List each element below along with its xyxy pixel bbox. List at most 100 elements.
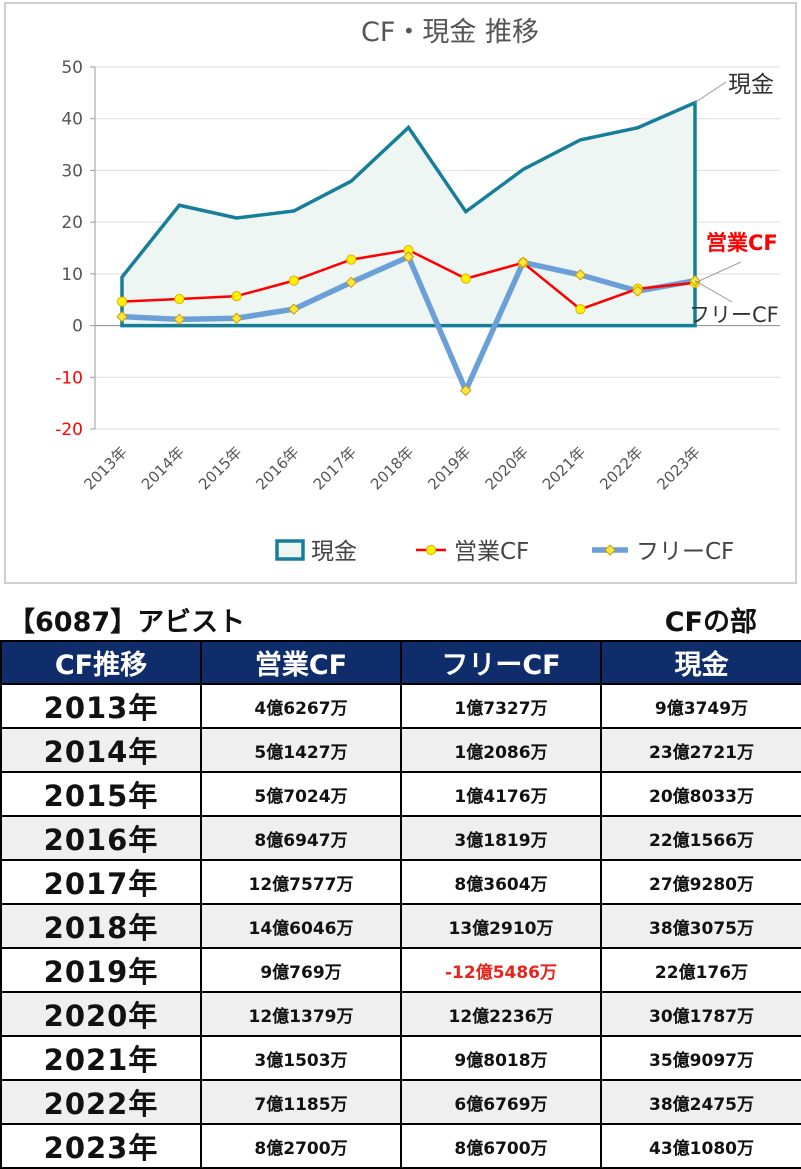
x-tick-label: 2019年 — [424, 443, 474, 493]
x-tick-label: 2021年 — [539, 443, 589, 493]
free-cf-cell: 6億6769万 — [400, 1079, 602, 1125]
year-cell: 2014年 — [0, 727, 202, 773]
cash-cell: 20億8033万 — [600, 771, 801, 817]
free-cf-cell: 8億3604万 — [400, 859, 602, 905]
operating-cf-point — [116, 296, 128, 307]
cash-end-label: 現金 — [728, 72, 774, 98]
table-row: 2023年 8億2700万 8億6700万 43億1080万 — [0, 1123, 801, 1169]
free-cf-cell: -12億5486万 — [400, 947, 602, 993]
x-tick-label: 2017年 — [310, 443, 360, 493]
operating-cf-cell: 7億1185万 — [200, 1079, 402, 1125]
free-cf-cell: 13億2910万 — [400, 903, 602, 949]
legend-label-operating-cf: 営業CF — [454, 539, 529, 565]
free-cf-point — [517, 256, 529, 269]
table-row: 2022年 7億1185万 6億6769万 38億2475万 — [0, 1079, 801, 1125]
x-tick-label: 2014年 — [138, 443, 188, 493]
table-row: 2021年 3億1503万 9億8018万 35億9097万 — [0, 1035, 801, 1081]
free-cf-cell: 12億2236万 — [400, 991, 602, 1037]
section-label: CFの部 — [664, 607, 757, 638]
x-tick-label: 2023年 — [653, 443, 703, 493]
year-cell: 2017年 — [0, 859, 202, 905]
cash-cell: 9億3749万 — [600, 683, 801, 729]
cash-cell: 30億1787万 — [600, 991, 801, 1037]
legend-marker-operating-cf — [425, 544, 437, 556]
free-cf-cell: 8億6700万 — [400, 1123, 602, 1169]
free-cf-point — [631, 285, 644, 297]
legend-label-cash: 現金 — [311, 539, 357, 565]
free-cf-point — [402, 251, 415, 263]
legend-swatch-cash — [275, 539, 305, 561]
y-tick-label: -20 — [55, 420, 83, 440]
table-row: 2016年 8億6947万 3億1819万 22億1566万 — [0, 815, 801, 861]
operating-cf-end-label: 営業CF — [706, 231, 778, 255]
free-cf-cell: 3億1819万 — [400, 815, 602, 861]
cash-cell: 38億2475万 — [600, 1079, 801, 1125]
year-cell: 2016年 — [0, 815, 202, 861]
operating-cf-point — [346, 254, 357, 265]
column-header-free-cf: フリーCF — [400, 640, 602, 685]
cash-label-leader — [694, 81, 727, 104]
y-tick-label: -10 — [55, 368, 83, 388]
table-row: 2017年 12億7577万 8億3604万 27億9280万 — [0, 859, 801, 905]
year-cell: 2020年 — [0, 991, 202, 1037]
column-header-period: CF推移 — [0, 640, 202, 685]
free-cf-point — [230, 312, 243, 324]
cash-cell: 22億176万 — [600, 947, 801, 993]
operating-cf-cell: 3億1503万 — [200, 1035, 402, 1081]
y-tick-label: 30 — [61, 161, 83, 181]
x-tick-label: 2018年 — [367, 443, 417, 493]
y-tick-label: 0 — [72, 317, 83, 337]
year-cell: 2022年 — [0, 1079, 202, 1125]
y-tick-label: 20 — [61, 213, 83, 233]
legend: 現金 営業CF フリーCF — [275, 539, 734, 565]
cash-cell: 35億9097万 — [600, 1035, 801, 1081]
free-cf-point — [345, 276, 357, 289]
operating-cf-point — [231, 290, 242, 302]
table-row: 2015年 5億7024万 1億4176万 20億8033万 — [0, 771, 801, 817]
column-header-operating-cf: 営業CF — [200, 640, 402, 685]
cash-cell: 38億3075万 — [600, 903, 801, 949]
year-cell: 2021年 — [0, 1035, 202, 1081]
operating-cf-cell: 12億7577万 — [200, 859, 402, 905]
y-tick-label: 50 — [61, 58, 83, 78]
operating-cf-cell: 8億2700万 — [200, 1123, 402, 1169]
operating-cf-cell: 12億1379万 — [200, 991, 402, 1037]
free-cf-cell: 1億2086万 — [400, 727, 602, 773]
year-cell: 2023年 — [0, 1123, 202, 1169]
operating-cf-point — [288, 275, 299, 286]
cash-cell: 22億1566万 — [600, 815, 801, 861]
page-title: 【6087】アビスト — [8, 607, 246, 638]
table-row: 2020年 12億1379万 12億2236万 30億1787万 — [0, 991, 801, 1037]
free-cf-point — [173, 313, 186, 326]
x-tick-label: 2020年 — [482, 443, 532, 493]
cash-area — [120, 99, 697, 328]
x-tick-label: 2022年 — [596, 443, 646, 493]
year-cell: 2013年 — [0, 683, 202, 729]
free-cf-point — [116, 310, 128, 323]
column-header-cash: 現金 — [600, 640, 801, 685]
operating-cf-point — [575, 304, 586, 315]
legend-label-free-cf: フリーCF — [636, 539, 734, 565]
y-axis: 50 40 30 20 10 0 -10 -20 — [55, 58, 83, 440]
free-cf-end-label: フリーCF — [689, 303, 779, 327]
y-tick-label: 40 — [61, 110, 83, 130]
x-tick-label: 2013年 — [80, 443, 130, 493]
year-cell: 2018年 — [0, 903, 202, 949]
free-cf-cell: 9億8018万 — [400, 1035, 602, 1081]
cash-cell: 27億9280万 — [600, 859, 801, 905]
cash-cell: 23億2721万 — [600, 727, 801, 773]
free-cf-cell: 1億4176万 — [400, 771, 602, 817]
legend-marker-free-cf — [604, 544, 616, 556]
free-cf-point — [574, 269, 587, 281]
table-header-row: CF推移 営業CF フリーCF 現金 — [0, 640, 801, 685]
chart-title: CF・現金 推移 — [361, 17, 539, 48]
series-layer — [116, 99, 701, 397]
table-row: 2014年 5億1427万 1億2086万 23億2721万 — [0, 727, 801, 773]
free-cf-cell: 1億7327万 — [400, 683, 602, 729]
x-tick-label: 2016年 — [252, 443, 302, 493]
x-tick-label: 2015年 — [195, 443, 245, 493]
operating-cf-cell: 8億6947万 — [200, 815, 402, 861]
cash-cell: 43億1080万 — [600, 1123, 801, 1169]
